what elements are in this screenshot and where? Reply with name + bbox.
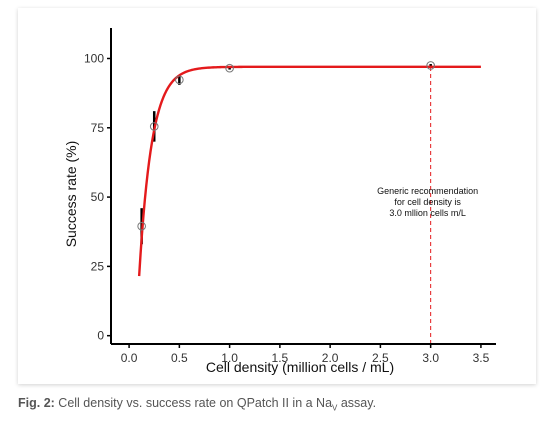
fit-curve bbox=[137, 65, 481, 277]
caption-text-end: assay. bbox=[337, 396, 377, 410]
y-axis-title: Success rate (%) bbox=[63, 141, 79, 248]
data-point-1 bbox=[137, 221, 146, 231]
caption-text: Cell density vs. success rate on QPatch … bbox=[58, 396, 333, 410]
annotation-line-2: for cell density is bbox=[394, 197, 461, 207]
data-point-4 bbox=[225, 63, 234, 73]
data-point-3 bbox=[175, 75, 184, 85]
annotation-line-3: 3.0 mllion cells m/L bbox=[389, 208, 466, 218]
data-point-2 bbox=[149, 122, 159, 131]
caption-label: Fig. 2: bbox=[18, 396, 55, 410]
figure-caption: Fig. 2: Cell density vs. success rate on… bbox=[18, 396, 538, 413]
x-tick-label-1.0: 1.0 bbox=[221, 351, 238, 365]
x-tick-label-3.5: 3.5 bbox=[473, 351, 490, 365]
data-point-5 bbox=[426, 61, 435, 70]
x-tick-label-0.5: 0.5 bbox=[171, 351, 188, 365]
chart-frame: Generic recommendation for cell density i… bbox=[18, 8, 536, 384]
y-tick-label-50: 50 bbox=[91, 190, 105, 204]
y-tick-label-75: 75 bbox=[91, 121, 105, 135]
x-axis-title: Cell density (million cells / mL) bbox=[206, 359, 394, 375]
x-tick-label-1.5: 1.5 bbox=[272, 351, 289, 365]
caption-subscript: V bbox=[332, 403, 338, 413]
y-tick-label-100: 100 bbox=[84, 51, 104, 65]
x-tick-label-0.0: 0.0 bbox=[121, 351, 138, 365]
y-tick-label-25: 25 bbox=[91, 259, 105, 273]
x-tick-label-3.0: 3.0 bbox=[422, 351, 439, 365]
y-tick-label-0: 0 bbox=[97, 329, 104, 343]
x-tick-label-2.5: 2.5 bbox=[372, 351, 389, 365]
annotation-line-1: Generic recommendation bbox=[377, 186, 478, 196]
x-tick-label-2.0: 2.0 bbox=[322, 351, 339, 365]
